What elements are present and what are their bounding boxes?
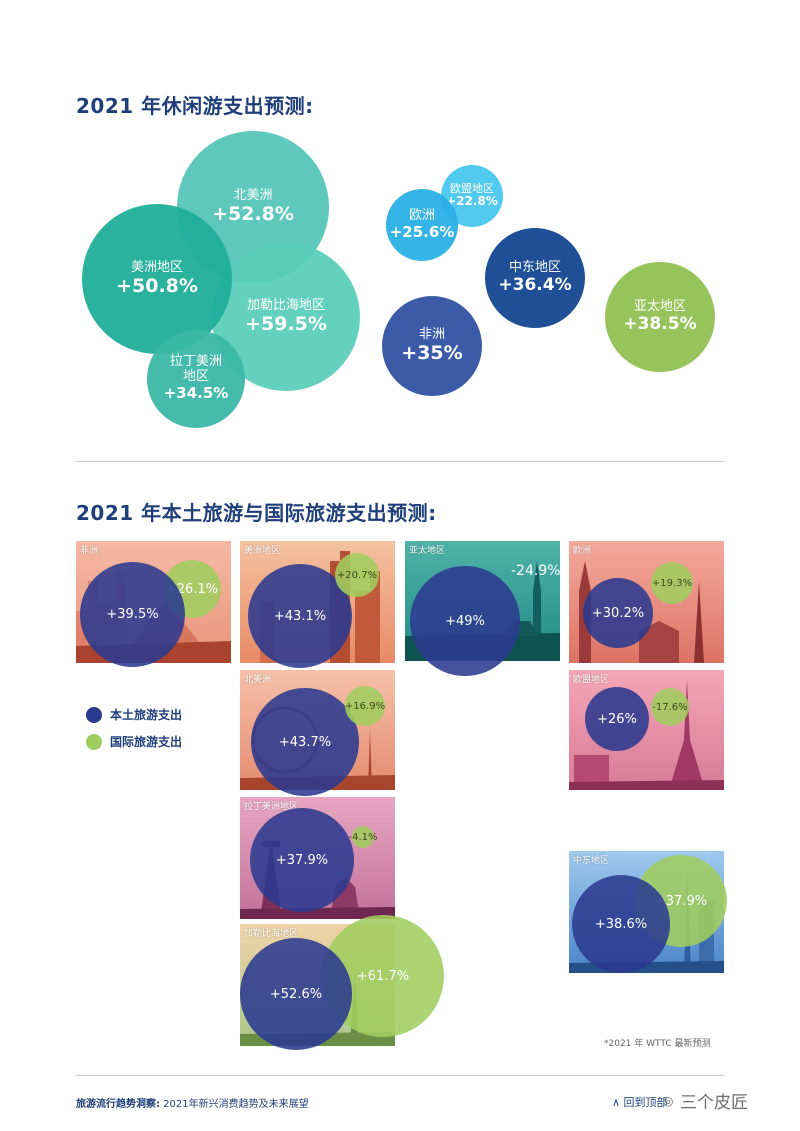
legend-item-international: 国际旅游支出 [86, 733, 182, 750]
tile-label: 欧洲 [573, 546, 592, 556]
bubble-label: 欧洲 [408, 207, 435, 223]
tile-label: 亚太地区 [409, 546, 446, 556]
legend: 本土旅游支出 国际旅游支出 [86, 706, 182, 760]
bubble-label: 中东地区 [508, 259, 561, 275]
bubble-value: +35% [401, 341, 463, 364]
bubble-value: +52.8% [212, 202, 294, 225]
legend-swatch-international [86, 733, 102, 750]
tile-label: 非洲 [80, 546, 99, 556]
intl-bubble-north-america: +16.9% [345, 686, 385, 726]
dom-bubble-caribbean: +52.6% [240, 938, 352, 1050]
legend-swatch-domestic [86, 706, 102, 723]
bubble-label: 非洲 [418, 326, 445, 342]
legend-label: 本土旅游支出 [110, 708, 183, 722]
bubble-label: 亚太地区 [633, 298, 686, 314]
intl-value-text: -24.9% [511, 563, 560, 579]
footer-divider [76, 1075, 724, 1076]
dom-bubble-latin-america: +37.9% [250, 808, 354, 912]
bubble-caribbean: 加勒比海地区 +59.5% [212, 243, 360, 391]
bubble-value: +50.8% [116, 274, 198, 297]
tile-label: 欧盟地区 [573, 675, 610, 685]
dom-bubble-africa: +39.5% [80, 562, 185, 667]
bubble-asia-pacific: 亚太地区 +38.5% [605, 262, 715, 372]
dom-bubble-americas: +43.1% [248, 564, 352, 668]
watermark: 三个皮匠 [680, 1093, 748, 1113]
bubble-value: +22.8% [446, 194, 498, 209]
back-to-top-link[interactable]: ∧ 回到顶部 [612, 1096, 668, 1109]
bubble-value: +38.5% [623, 313, 697, 334]
section-divider [76, 461, 724, 462]
bubble-label: 北美洲 [233, 187, 273, 203]
bubble-label: 欧盟地区 [450, 181, 494, 195]
source-note: *2021 年 WTTC 最新预测 [604, 1039, 711, 1049]
dom-bubble-eu-union: +26% [585, 687, 649, 751]
dom-bubble-middle-east: +38.6% [572, 875, 670, 973]
bubble-label: 加勒比海地区 [246, 297, 325, 313]
dom-bubble-asia-pacific: +49% [410, 566, 520, 676]
legend-label: 国际旅游支出 [110, 735, 183, 749]
bubble-middle-east: 中东地区 +36.4% [485, 228, 585, 328]
legend-item-domestic: 本土旅游支出 [86, 706, 182, 723]
bubble-value: +25.6% [389, 222, 455, 241]
bubble-americas: 美洲地区 +50.8% [82, 204, 232, 354]
bubble-europe: 欧洲 +25.6% [386, 189, 458, 261]
bubble-value: +34.5% [163, 384, 229, 403]
tile-label: 美洲地区 [244, 546, 281, 556]
footer: 旅游流行趋势洞察: 2021年新兴消费趋势及未来展望 [76, 1095, 309, 1110]
tile-label: 加勒比海地区 [244, 929, 299, 939]
section-title-leisure: 2021 年休闲游支出预测: [76, 94, 314, 118]
bubble-label: 美洲地区 [130, 259, 183, 275]
dom-bubble-europe: +30.2% [583, 578, 653, 648]
wechat-icon: ◎ [663, 1094, 674, 1108]
intl-bubble-europe: +19.3% [651, 562, 693, 604]
bubble-eu-union: 欧盟地区 +22.8% [441, 165, 503, 227]
tile-label: 中东地区 [573, 856, 610, 866]
section-title-domestic-intl: 2021 年本土旅游与国际旅游支出预测: [76, 501, 437, 525]
bubble-africa: 非洲 +35% [382, 296, 482, 396]
intl-bubble-latin-america: -4.1% [349, 826, 378, 848]
footer-title: 旅游流行趋势洞察: [76, 1099, 160, 1110]
bubble-label-line2: 地区 [182, 369, 209, 385]
bubble-latin-america: 拉丁美洲 地区 +34.5% [147, 330, 245, 428]
footer-subtitle: 2021年新兴消费趋势及未来展望 [160, 1099, 309, 1110]
bubble-value: +59.5% [245, 312, 327, 335]
bubble-value: +36.4% [498, 274, 572, 295]
bubble-label: 拉丁美洲 [169, 354, 222, 370]
dom-bubble-north-america: +43.7% [251, 688, 359, 796]
intl-bubble-americas: +20.7% [335, 553, 379, 597]
tile-label: 北美洲 [244, 675, 272, 685]
intl-bubble-eu-union: -17.6% [651, 688, 689, 726]
tile-label: 拉丁美洲地区 [244, 802, 299, 812]
